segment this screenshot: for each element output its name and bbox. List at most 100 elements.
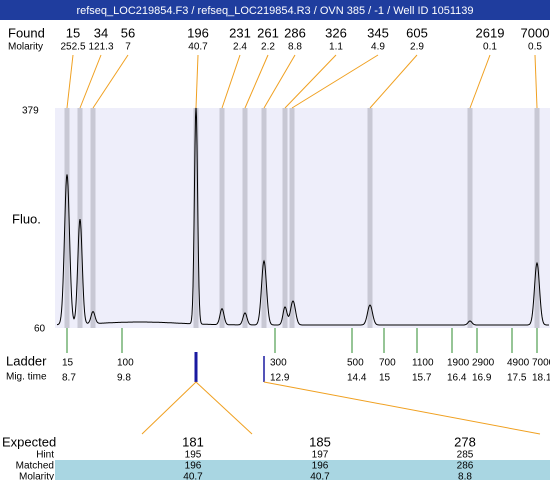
- found-molarity: 121.3: [88, 42, 113, 53]
- peak-link: [195, 54, 199, 109]
- expected-molarity: 8.8: [458, 472, 472, 480]
- found-molarity: 1.1: [329, 42, 343, 53]
- expected-row-label: Molarity: [19, 472, 54, 480]
- found-molarity: 252.5: [60, 42, 85, 53]
- found-size: 231: [229, 25, 251, 40]
- found-molarity: 2.2: [261, 42, 275, 53]
- peak-link: [66, 54, 74, 109]
- ladder-size: 2900: [472, 358, 495, 369]
- ladder-size: 7000: [532, 358, 550, 369]
- found-size: 15: [66, 25, 80, 40]
- expected-expected: 181: [182, 434, 204, 449]
- title-bar: [0, 0, 550, 20]
- found-size: 286: [284, 25, 306, 40]
- ladder-size: 700: [379, 358, 396, 369]
- found-size: 34: [94, 25, 108, 40]
- y-max: 379: [22, 106, 39, 117]
- found-molarity: 2.9: [410, 42, 424, 53]
- peak-link: [263, 54, 296, 109]
- peak-link: [534, 54, 538, 109]
- found-molarity: 0.5: [528, 42, 542, 53]
- found-label: Found: [8, 25, 45, 40]
- found-molarity: 4.9: [371, 42, 385, 53]
- expected-row-label: Matched: [16, 461, 54, 472]
- mig-time: 16.9: [472, 373, 492, 384]
- peak-band: [193, 108, 199, 328]
- expected-row-label: Expected: [2, 434, 56, 449]
- expected-matched: 196: [312, 461, 329, 472]
- peak-band: [219, 108, 225, 328]
- ladder-size: 300: [270, 358, 287, 369]
- peak-link: [291, 54, 379, 109]
- peak-band: [367, 108, 373, 328]
- title: refseq_LOC219854.F3 / refseq_LOC219854.R…: [76, 5, 473, 17]
- expected-expected: 185: [309, 434, 331, 449]
- peak-band: [534, 108, 540, 328]
- mig-time: 8.7: [62, 373, 76, 384]
- found-size: 7000: [521, 25, 550, 40]
- expected-matched: 196: [185, 461, 202, 472]
- expected-hint: 285: [457, 450, 474, 461]
- ladder-size: 1100: [412, 358, 434, 369]
- expected-expected: 278: [454, 434, 476, 449]
- expected-hint: 195: [185, 450, 202, 461]
- peak-link: [79, 54, 102, 109]
- y-axis-label: Fluo.: [12, 211, 41, 226]
- mig-time: 17.5: [507, 373, 527, 384]
- ladder-size: 15: [62, 358, 74, 369]
- ladder-label: Ladder: [6, 353, 47, 368]
- peak-band: [242, 108, 248, 328]
- peak-link: [92, 54, 129, 109]
- peak-link: [369, 54, 418, 109]
- ladder-size: 1900: [447, 358, 470, 369]
- peak-band: [90, 108, 96, 328]
- found-molarity: 2.4: [233, 42, 247, 53]
- match-link: [141, 381, 197, 435]
- trace: [57, 106, 549, 326]
- match-link: [195, 381, 253, 435]
- peak-band: [64, 108, 70, 328]
- mig-time: 15: [379, 373, 391, 384]
- matched-rows-bg: [55, 460, 550, 480]
- peak-band: [261, 108, 267, 328]
- peak-link: [469, 54, 491, 109]
- plot-area: [55, 108, 550, 328]
- peak-link: [284, 54, 337, 109]
- ladder-size: 4900: [507, 358, 530, 369]
- found-molarity: 7: [125, 42, 131, 53]
- peak-band: [467, 108, 473, 328]
- found-molarity: 0.1: [483, 42, 497, 53]
- found-size: 196: [187, 25, 209, 40]
- found-size: 605: [406, 25, 428, 40]
- expected-matched: 286: [457, 461, 474, 472]
- peak-link: [221, 54, 241, 109]
- peak-link: [244, 54, 269, 109]
- peak-band: [282, 108, 288, 328]
- expected-hint: 197: [312, 450, 329, 461]
- ladder-size: 100: [117, 358, 134, 369]
- mig-time: 16.4: [447, 373, 467, 384]
- found-size: 261: [257, 25, 279, 40]
- found-molarity: 40.7: [188, 42, 208, 53]
- ladder-size: 500: [347, 358, 364, 369]
- molarity-label: Molarity: [8, 42, 43, 53]
- match-link: [263, 381, 541, 435]
- found-size: 2619: [476, 25, 505, 40]
- mig-time: 18.1: [532, 373, 550, 384]
- expected-molarity: 40.7: [310, 472, 330, 480]
- found-size: 345: [367, 25, 389, 40]
- mig-time: 14.4: [347, 373, 367, 384]
- found-molarity: 8.8: [288, 42, 302, 53]
- mig-time-label: Mig. time: [6, 372, 47, 383]
- mig-time: 9.8: [117, 373, 131, 384]
- expected-row-label: Hint: [36, 450, 54, 461]
- y-min: 60: [34, 324, 46, 335]
- expected-molarity: 40.7: [183, 472, 203, 480]
- mig-time: 12.9: [270, 373, 290, 384]
- found-size: 326: [325, 25, 347, 40]
- peak-band: [77, 108, 83, 328]
- mig-time: 15.7: [412, 373, 432, 384]
- found-size: 56: [121, 25, 135, 40]
- peak-band: [289, 108, 295, 328]
